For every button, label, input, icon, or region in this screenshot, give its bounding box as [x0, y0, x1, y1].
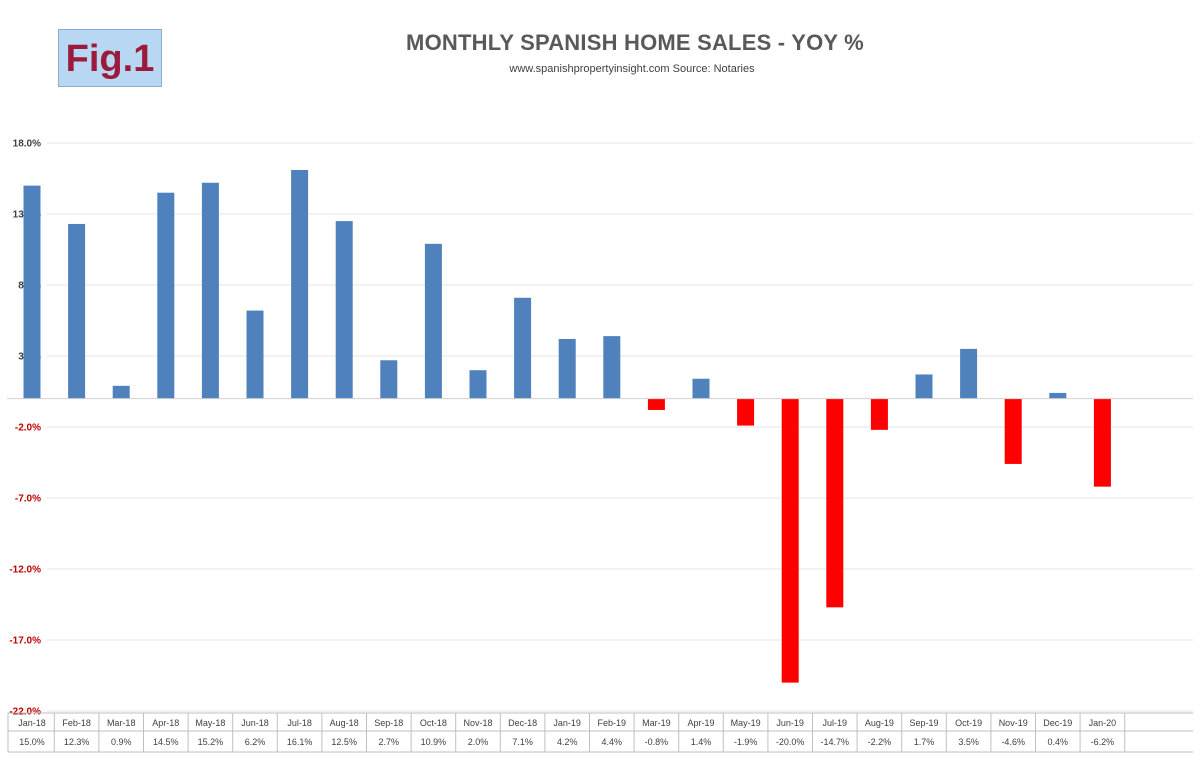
bar-jul-18: [291, 169, 309, 399]
x-category-label: Mar-18: [107, 718, 136, 728]
data-value-label: 1.7%: [914, 737, 935, 747]
x-category-label: Jan-18: [18, 718, 46, 728]
x-category-label: Apr-19: [687, 718, 714, 728]
data-value-label: -0.8%: [645, 737, 669, 747]
data-value-label: 0.9%: [111, 737, 132, 747]
bar-mar-19: [647, 398, 665, 410]
data-value-label: 10.9%: [421, 737, 447, 747]
chart-subtitle: www.spanishpropertyinsight.com Source: N…: [509, 63, 755, 75]
bar-jun-19: [781, 398, 799, 683]
bar-sep-18: [380, 360, 398, 399]
data-value-label: -2.2%: [868, 737, 892, 747]
bar-apr-19: [692, 378, 710, 399]
bar-mar-18: [112, 385, 130, 399]
x-category-label: May-18: [195, 718, 225, 728]
bar-oct-19: [960, 348, 978, 399]
data-value-label: 14.5%: [153, 737, 179, 747]
x-category-label: Nov-19: [999, 718, 1028, 728]
bar-feb-18: [68, 223, 86, 399]
data-value-label: 1.4%: [691, 737, 712, 747]
x-category-label: Jul-18: [287, 718, 312, 728]
data-value-label: 4.2%: [557, 737, 578, 747]
x-category-label: Aug-18: [330, 718, 359, 728]
data-value-label: -6.2%: [1091, 737, 1115, 747]
data-value-label: 12.5%: [331, 737, 357, 747]
y-tick-label: -2.0%: [15, 423, 41, 434]
data-value-label: 15.0%: [19, 737, 45, 747]
x-category-label: Jun-18: [241, 718, 269, 728]
bar-nov-19: [1004, 398, 1022, 464]
data-value-label: 15.2%: [198, 737, 224, 747]
gridlines: [47, 142, 1193, 712]
y-tick-label: -12.0%: [9, 565, 41, 576]
x-category-label: Apr-18: [152, 718, 179, 728]
x-category-label: Jan-20: [1089, 718, 1117, 728]
data-table: Jan-18 15.0% Feb-18 12.3% Mar-18 0.9% Apr-18 14…: [7, 712, 1193, 753]
chart-title: MONTHLY SPANISH HOME SALES - YOY %: [406, 30, 864, 55]
bar-may-19: [737, 398, 755, 426]
x-category-label: Feb-18: [62, 718, 91, 728]
bar-sep-19: [915, 374, 933, 399]
bar-aug-18: [335, 221, 353, 399]
x-category-label: Aug-19: [865, 718, 894, 728]
bar-dec-19: [1049, 392, 1067, 399]
data-value-label: 2.0%: [468, 737, 489, 747]
x-category-label: Sep-18: [374, 718, 403, 728]
bar-jul-19: [826, 398, 844, 608]
y-tick-label: -17.0%: [9, 636, 41, 647]
x-category-label: Jan-19: [553, 718, 581, 728]
bar-aug-19: [870, 398, 888, 430]
bar-jan-18: [23, 185, 41, 399]
x-category-label: Nov-18: [463, 718, 492, 728]
data-value-label: 6.2%: [245, 737, 266, 747]
figure-badge: Fig.1: [58, 29, 162, 87]
data-value-label: 7.1%: [512, 737, 533, 747]
bar-jan-20: [1093, 398, 1111, 487]
data-value-label: 3.5%: [958, 737, 979, 747]
data-value-label: -1.9%: [734, 737, 758, 747]
x-category-label: Jul-19: [823, 718, 848, 728]
data-value-label: 16.1%: [287, 737, 313, 747]
data-value-label: -14.7%: [821, 737, 850, 747]
bar-apr-18: [157, 192, 175, 399]
x-category-label: Oct-19: [955, 718, 982, 728]
x-category-label: Oct-18: [420, 718, 447, 728]
bars: [23, 169, 1111, 683]
data-value-label: 0.4%: [1048, 737, 1069, 747]
x-category-label: Dec-19: [1043, 718, 1072, 728]
x-category-label: May-19: [731, 718, 761, 728]
x-category-label: Feb-19: [598, 718, 627, 728]
bar-nov-18: [469, 370, 487, 399]
data-value-label: -20.0%: [776, 737, 805, 747]
bar-jan-19: [558, 338, 576, 399]
bar-oct-18: [424, 243, 442, 399]
x-category-label: Jun-19: [776, 718, 804, 728]
x-category-label: Dec-18: [508, 718, 537, 728]
y-tick-label: -22.0%: [9, 707, 41, 718]
y-tick-label: -7.0%: [15, 494, 41, 505]
bar-may-18: [201, 182, 219, 399]
bar-feb-19: [603, 336, 621, 399]
y-tick-label: 18.0%: [13, 139, 41, 150]
data-value-label: 4.4%: [602, 737, 623, 747]
bar-jun-18: [246, 310, 264, 399]
data-value-label: 12.3%: [64, 737, 90, 747]
data-value-label: -4.6%: [1001, 737, 1025, 747]
bar-dec-18: [514, 297, 532, 399]
data-value-label: 2.7%: [379, 737, 400, 747]
x-category-label: Mar-19: [642, 718, 671, 728]
x-category-label: Sep-19: [909, 718, 938, 728]
